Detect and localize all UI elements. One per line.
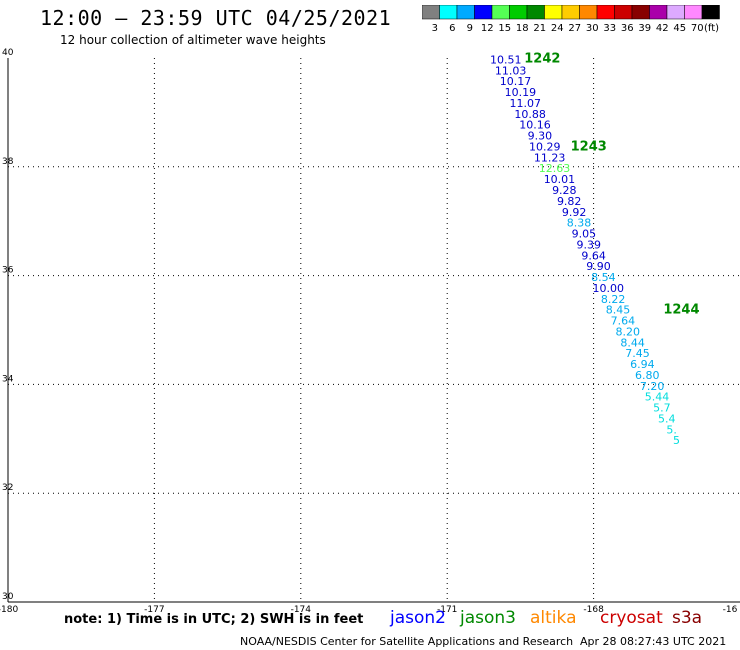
pass-number-label: 1244 [663,303,699,318]
wave-height-point: 10.01 [544,173,576,186]
color-scale-legend: 3 6 9 12 15 18 21 24 27 30 33 36 39 42 45 70 (ft) [422,5,720,34]
y-tick-label: 32 [2,483,13,493]
scale-label: 33 [603,23,616,34]
scale-unit: (ft) [704,23,719,34]
wave-height-point: 9.05 [572,228,597,241]
legend-jason3: jason3 [460,608,516,628]
scale-label: 12 [481,23,494,34]
wave-height-point: 8.20 [616,325,641,338]
scale-swatch [701,5,720,20]
scale-label: 27 [568,23,581,34]
scale-label: 45 [673,23,686,34]
wave-height-point: 10.19 [505,86,537,99]
wave-height-point: 5. [666,423,677,436]
wave-height-point: 9.39 [576,238,601,251]
wave-height-point: 12.63 [539,162,571,175]
x-tick-label: -16 [723,605,738,615]
wave-height-point: 5 [673,434,680,447]
wave-height-point: 11.23 [534,151,566,164]
wave-height-point: 10.17 [500,75,532,88]
wave-height-point: 8.54 [591,271,616,284]
x-tick-label: -168 [583,605,604,615]
y-tick-label: 30 [2,592,14,602]
page-subtitle: 12 hour collection of altimeter wave hei… [60,33,326,47]
wave-height-point: 7.64 [611,315,636,328]
scale-label: 6 [449,23,455,34]
wave-height-point: 11.03 [495,64,527,77]
legend-cryosat: cryosat [600,608,663,628]
wave-height-point: 8.22 [601,293,626,306]
wave-height-point: 6.80 [635,369,660,382]
legend-s3a: s3a [672,608,703,628]
page-title: 12:00 – 23:59 UTC 04/25/2021 [40,6,392,30]
credit-line: NOAA/NESDIS Center for Satellite Applica… [240,635,574,648]
x-tick-label: -174 [291,605,312,615]
wave-height-point: 10.16 [519,119,551,132]
scale-label: 36 [621,23,634,34]
wave-height-point: 9.92 [562,206,587,219]
pass-number-label: 1242 [524,51,560,66]
wave-height-point: 5.7 [653,402,671,415]
scale-label: 24 [551,23,564,34]
generated-timestamp: Apr 28 08:27:43 UTC 2021 [580,635,727,648]
wave-height-point: 10.51 [490,53,522,66]
x-tick-label: -180 [0,605,18,615]
wave-height-point: 8.38 [567,217,592,230]
wave-height-point: 9.30 [528,130,553,143]
wave-height-point: 5.44 [645,391,670,404]
wave-height-point: 5.4 [658,412,676,425]
scale-label: 9 [467,23,473,34]
wave-height-point: 9.64 [581,249,606,262]
y-tick-label: 38 [2,157,14,167]
wave-height-point: 10.00 [592,282,624,295]
y-tick-label: 36 [2,266,14,276]
wave-height-point: 10.29 [529,140,561,153]
wave-height-point: 9.82 [557,195,582,208]
y-tick-label: 34 [2,374,14,384]
scale-label: 42 [656,23,669,34]
legend-jason2: jason2 [390,608,446,628]
scale-label: 3 [432,23,438,34]
scale-label: 30 [586,23,599,34]
scale-label: 18 [516,23,529,34]
wave-height-point: 6.94 [630,358,655,371]
scale-label: 39 [638,23,651,34]
scale-label: 70 [691,23,704,34]
wave-height-point: 8.44 [620,336,645,349]
scale-label: 15 [498,23,511,34]
wave-height-point: 11.07 [510,97,542,110]
wave-height-point: 9.28 [552,184,577,197]
pass-number-label: 1243 [571,139,607,154]
scale-label: 21 [533,23,546,34]
legend-altika: altika [530,608,577,628]
y-tick-label: 40 [2,48,14,58]
x-tick-label: -171 [437,605,457,615]
wave-height-point: 9.90 [586,260,611,273]
wave-height-point: 7.20 [640,380,665,393]
wave-height-point: 7.45 [625,347,650,360]
footer-note: note: 1) Time is in UTC; 2) SWH is in fe… [64,612,364,627]
wave-height-point: 10.88 [514,108,546,121]
x-tick-label: -177 [144,605,164,615]
wave-height-point: 8.45 [606,304,631,317]
